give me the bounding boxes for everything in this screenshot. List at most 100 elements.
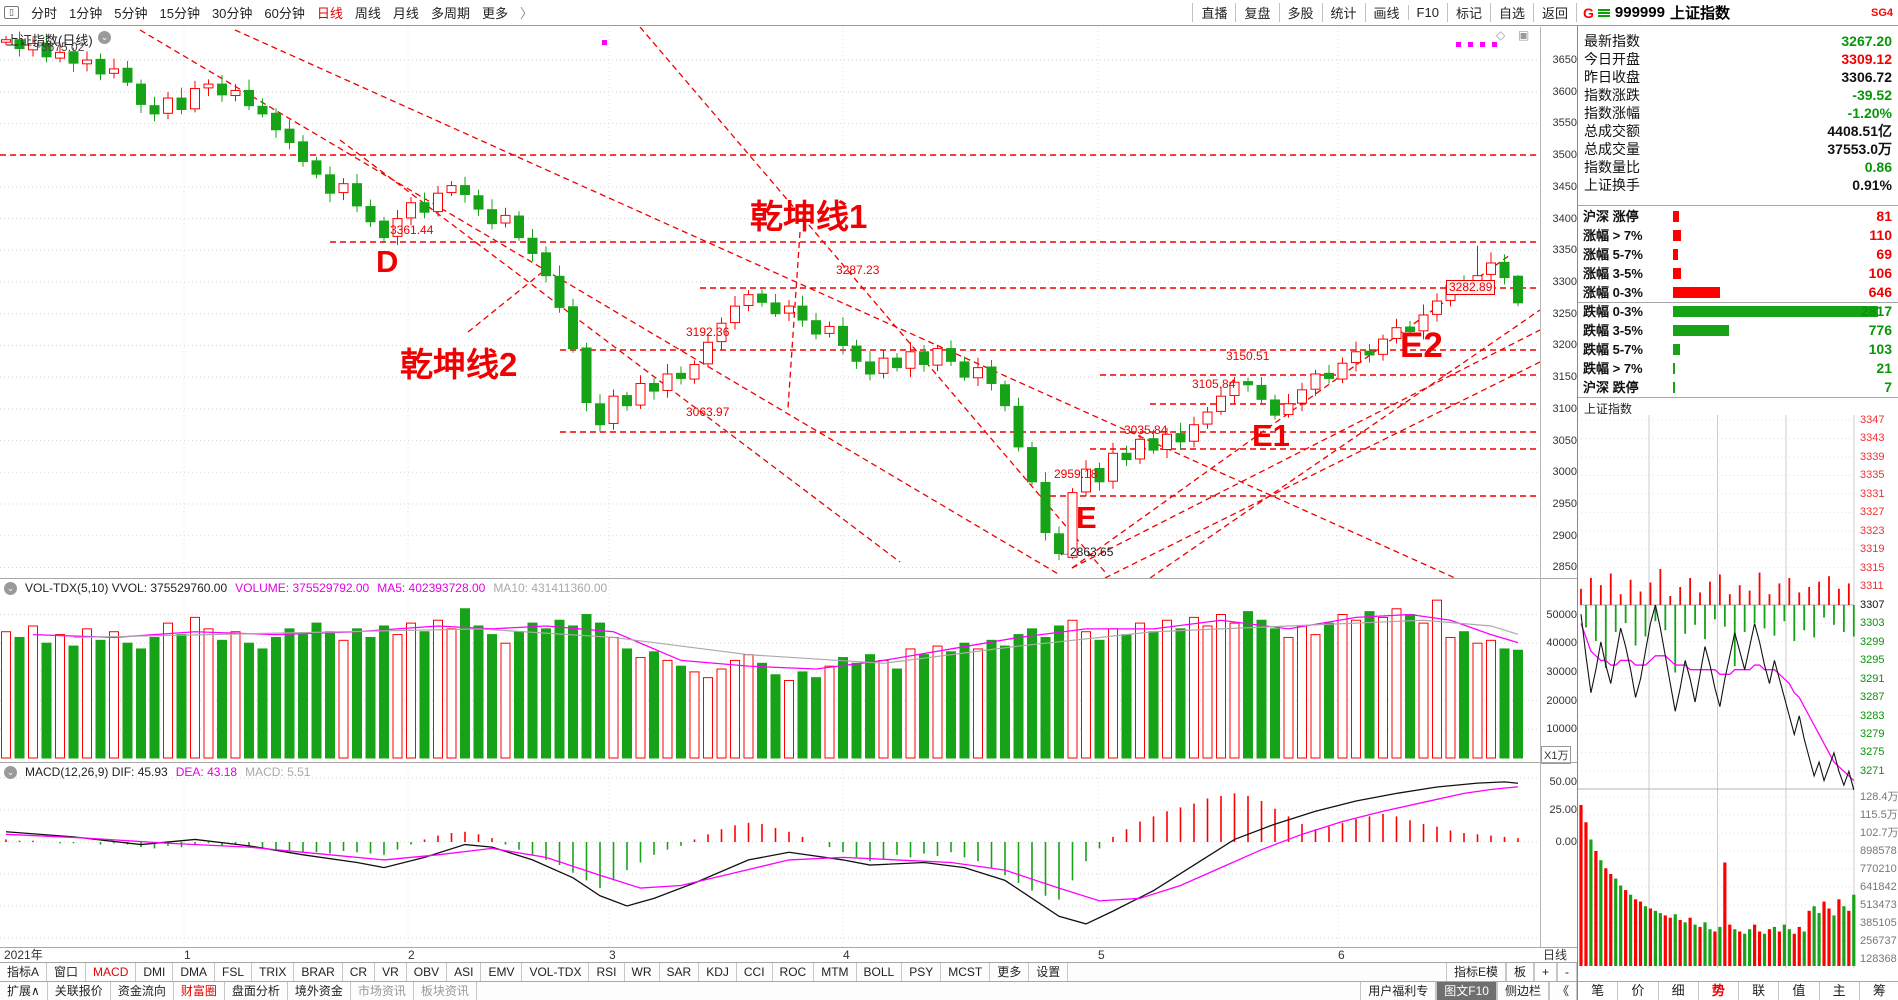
pane-icon[interactable]: ▣ (1518, 28, 1530, 42)
window-icon[interactable]: ▯ (4, 6, 19, 19)
indicator-tab-ROC[interactable]: ROC (773, 963, 815, 981)
indicator-template-2[interactable]: + (1533, 963, 1557, 981)
indicator-tab-BRAR[interactable]: BRAR (294, 963, 343, 981)
period-tab-5[interactable]: 60分钟 (264, 6, 305, 21)
indicator-tab-ASI[interactable]: ASI (447, 963, 482, 981)
indicator-tab-DMA[interactable]: DMA (173, 963, 216, 981)
bottom-right-link-2[interactable]: 侧边栏 (1496, 982, 1549, 1000)
toolbar-action-0[interactable]: 直播 (1192, 3, 1235, 22)
indicator-tab-VR[interactable]: VR (375, 963, 407, 981)
toolbar-action-4[interactable]: 画线 (1364, 3, 1408, 22)
period-tab-6[interactable]: 日线 (316, 6, 343, 21)
chart-area[interactable] (0, 26, 1577, 1000)
indicator-tab-CCI[interactable]: CCI (737, 963, 773, 981)
indicator-tab-VOL-TDX[interactable]: VOL-TDX (522, 963, 590, 981)
period-tab-4[interactable]: 30分钟 (211, 6, 253, 21)
quote-row-0: 最新指数 3267.20 (1578, 32, 1898, 50)
function-tab-7[interactable]: 板块资讯 (414, 982, 477, 1000)
updown-bar (1673, 363, 1675, 374)
period-tab-10[interactable]: 更多 (481, 6, 508, 21)
panel-tab-值[interactable]: 值 (1778, 982, 1818, 1000)
period-tab-0[interactable]: 分时 (31, 6, 58, 21)
indicator-tab-FSL[interactable]: FSL (215, 963, 253, 981)
mini-volume-label: 128.4万 (1860, 791, 1898, 803)
indicator-tab-WR[interactable]: WR (625, 963, 660, 981)
price-level-label-8: ←2863.65 (1058, 545, 1114, 559)
indicator-tab-MCST[interactable]: MCST (941, 963, 991, 981)
panel-tab-势[interactable]: 势 (1697, 982, 1738, 1000)
indicator-template-3[interactable]: - (1557, 963, 1577, 981)
indicator-prefix-0[interactable]: 指标A (0, 963, 48, 981)
function-tab-1[interactable]: 关联报价 (48, 982, 111, 1000)
quote-row-5: 总成交额 4408.51亿 (1578, 122, 1898, 140)
bottom-right-link-0[interactable]: 用户福利专 (1360, 982, 1437, 1000)
volume-chart[interactable] (0, 578, 1540, 762)
indicator-tab-BOLL[interactable]: BOLL (857, 963, 903, 981)
function-tab-5[interactable]: 境外资金 (288, 982, 351, 1000)
period-tab-9[interactable]: 多周期 (430, 6, 470, 21)
intraday-mini-chart[interactable] (1578, 415, 1856, 968)
indicator-template-1[interactable]: 板 (1505, 963, 1534, 981)
period-tab-11[interactable]: 〉 (519, 6, 533, 21)
updown-value: 69 (1876, 246, 1892, 262)
volume-collapse-icon[interactable]: ⌄ (4, 582, 17, 596)
panel-tab-价[interactable]: 价 (1617, 982, 1657, 1000)
indicator-tab-MTM[interactable]: MTM (814, 963, 857, 981)
period-tab-2[interactable]: 5分钟 (114, 6, 148, 21)
indicator-tab-PSY[interactable]: PSY (902, 963, 942, 981)
period-tab-8[interactable]: 月线 (392, 6, 419, 21)
list-icon[interactable] (1597, 8, 1610, 18)
period-tab-7[interactable]: 周线 (354, 6, 381, 21)
indicator-tab-SAR[interactable]: SAR (660, 963, 700, 981)
panel-tab-主[interactable]: 主 (1818, 982, 1859, 1000)
toolbar-action-5[interactable]: F10 (1407, 5, 1447, 20)
panel-tab-细[interactable]: 细 (1657, 982, 1698, 1000)
function-tab-3[interactable]: 财富圈 (174, 982, 225, 1000)
indicator-tab-RSI[interactable]: RSI (589, 963, 625, 981)
indicator-tab-设置[interactable]: 设置 (1029, 963, 1069, 981)
indicator-tab-DMI[interactable]: DMI (136, 963, 174, 981)
updown-row-8: 跌幅 > 7% 21 (1578, 359, 1898, 378)
function-tab-0[interactable]: 扩展∧ (0, 982, 48, 1000)
diamond-icon[interactable]: ◇ (1496, 28, 1506, 42)
indicator-prefix-1[interactable]: 窗口 (47, 963, 87, 981)
indicator-tab-MACD[interactable]: MACD (86, 963, 137, 981)
bottom-right-link-3[interactable]: 《 (1548, 982, 1577, 1000)
bottom-right-link-1[interactable]: 图文F10 (1436, 982, 1497, 1000)
toolbar-action-7[interactable]: 自选 (1489, 3, 1533, 22)
mini-price-label: 3347 (1860, 414, 1885, 426)
function-tab-4[interactable]: 盘面分析 (225, 982, 288, 1000)
panel-tab-筹[interactable]: 筹 (1858, 982, 1898, 1000)
mini-price-label: 3307 (1860, 598, 1885, 611)
panel-tab-笔[interactable]: 笔 (1591, 983, 1605, 998)
toolbar-action-1[interactable]: 复盘 (1235, 3, 1278, 22)
indicator-tab-TRIX[interactable]: TRIX (252, 963, 295, 981)
main-axis-label: 3600 (1552, 85, 1577, 98)
macd-header-h_left: MACD(12,26,9) DIF: 45.93 (25, 765, 168, 779)
indicator-tab-OBV[interactable]: OBV (407, 963, 448, 981)
indicator-tab-KDJ[interactable]: KDJ (699, 963, 737, 981)
indicator-template-0[interactable]: 指标E模 (1445, 963, 1506, 981)
toolbar-action-2[interactable]: 多股 (1278, 3, 1322, 22)
indicator-tab-更多[interactable]: 更多 (990, 963, 1030, 981)
indicator-tab-EMV[interactable]: EMV (481, 963, 523, 981)
function-tab-2[interactable]: 资金流向 (111, 982, 174, 1000)
toolbar-action-6[interactable]: 标记 (1446, 3, 1490, 22)
divider (0, 947, 1577, 948)
period-tab-3[interactable]: 15分钟 (159, 6, 200, 21)
toolbar-action-3[interactable]: 统计 (1321, 3, 1365, 22)
price-level-label-5: 3105.84 (1192, 377, 1236, 391)
macd-chart[interactable] (0, 762, 1540, 947)
function-tab-6[interactable]: 市场资讯 (351, 982, 414, 1000)
indicator-tab-CR[interactable]: CR (343, 963, 376, 981)
first-price-label: ~3675.02 (34, 40, 85, 54)
updown-value: 110 (1869, 227, 1892, 243)
period-tab-1[interactable]: 1分钟 (69, 6, 103, 21)
toolbar-action-8[interactable]: 返回 (1532, 3, 1577, 22)
price-level-label-1: 3287.23 (836, 263, 880, 277)
macd-collapse-icon[interactable]: ⌄ (4, 766, 17, 780)
date-axis-label-5: 5 (1098, 948, 1105, 962)
candlestick-chart[interactable] (0, 27, 1540, 578)
chart-title-collapse-icon[interactable]: ⌄ (98, 31, 111, 44)
panel-tab-联[interactable]: 联 (1738, 982, 1778, 1000)
